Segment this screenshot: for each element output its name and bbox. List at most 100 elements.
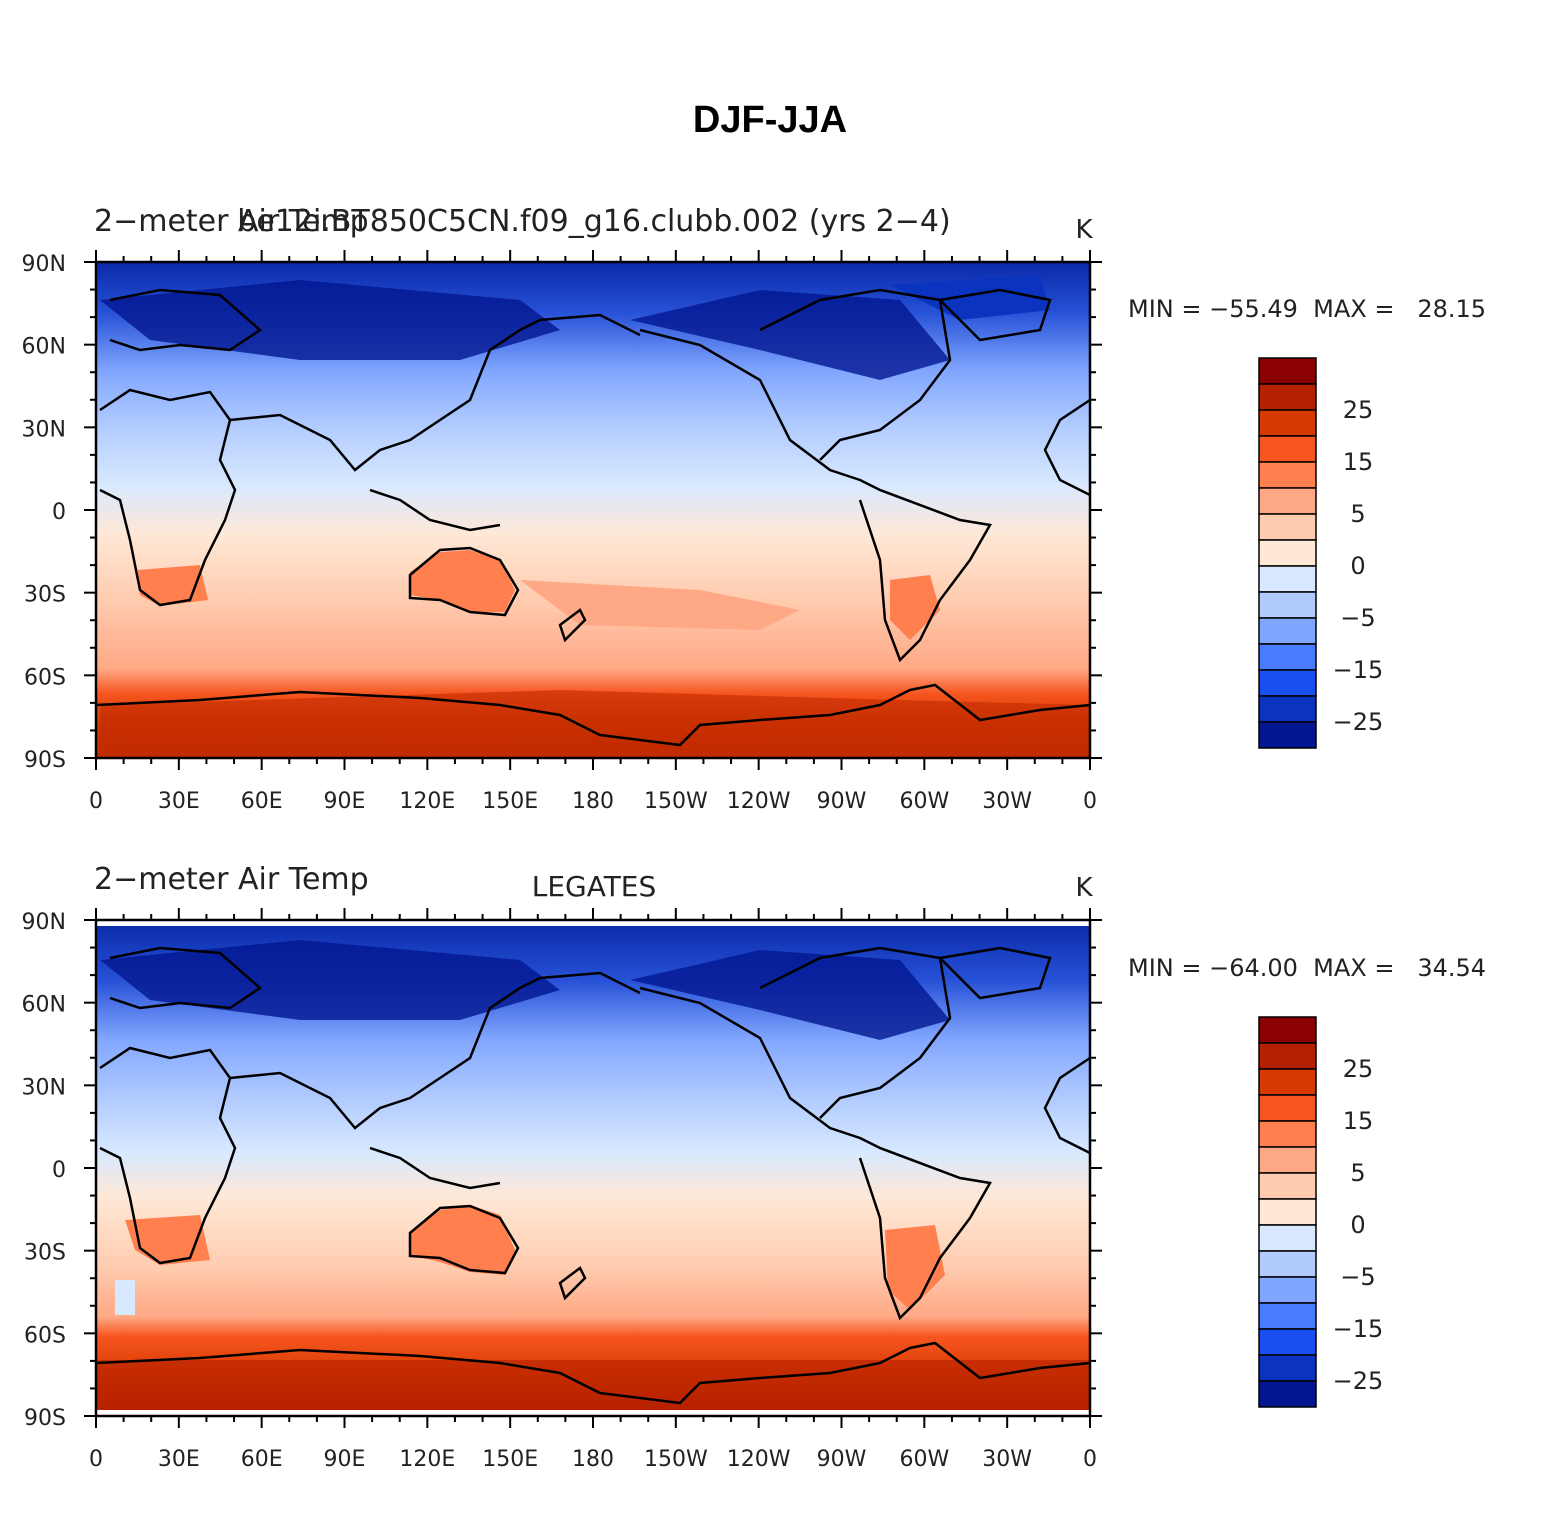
eurasia-cold <box>100 940 560 1020</box>
colorbar-label: 15 <box>1343 448 1374 476</box>
colorbar-box <box>1258 1250 1317 1278</box>
panel-units: K <box>1075 873 1093 903</box>
colorbar-box <box>1258 565 1317 593</box>
lat-tick-label: 90N <box>22 252 66 277</box>
lon-tick-label: 60W <box>899 1447 949 1472</box>
colorbar-box <box>1258 383 1317 411</box>
lon-tick-label: 150W <box>644 1447 708 1472</box>
colorbar-box <box>1258 1354 1317 1382</box>
colorbar-box <box>1258 435 1317 463</box>
colorbar-box <box>1258 1068 1317 1096</box>
lon-tick-label: 150E <box>482 789 538 814</box>
lon-tick-label: 0 <box>89 789 103 814</box>
colorbar-box <box>1258 1276 1317 1304</box>
axis-ticks <box>84 250 1102 770</box>
lat-tick-label: 60S <box>24 665 66 690</box>
lat-tick-label: 0 <box>52 500 66 525</box>
lat-tick-label: 30N <box>22 1075 66 1100</box>
lon-tick-label: 0 <box>1083 789 1097 814</box>
minmax-stats: MIN = −55.49 MAX = 28.15 <box>1128 295 1486 323</box>
colorbar-box <box>1258 487 1317 515</box>
lat-tick-labels: 90N 60N 30N 0 30S 60S 90S <box>22 252 66 773</box>
eurasia-cold <box>100 280 560 360</box>
colorbar-box <box>1258 539 1317 567</box>
south-america-warm <box>890 575 940 640</box>
coastlines <box>95 288 1091 747</box>
colorbar-box <box>1258 1328 1317 1356</box>
lon-tick-labels: 0 30E 60E 90E 120E 150E 180 150W 120W 90W 60W 30W 0 <box>89 1447 1097 1472</box>
antarctica-hot <box>96 1360 1090 1410</box>
colorbar-box <box>1258 695 1317 723</box>
cold-patch <box>115 1280 135 1315</box>
lon-tick-label: 30W <box>982 789 1032 814</box>
lon-tick-label: 30E <box>158 789 200 814</box>
lon-tick-label: 120E <box>399 1447 455 1472</box>
lon-tick-label: 120W <box>727 1447 791 1472</box>
colorbar-box <box>1258 617 1317 645</box>
namerica-cold <box>630 290 950 380</box>
lat-tick-label: 90S <box>24 1406 66 1431</box>
colorbar-label: −15 <box>1333 1315 1384 1343</box>
coastlines <box>95 946 1091 1405</box>
panel-left-label: 2−meter Air Temp <box>94 862 369 897</box>
colorbar-box <box>1258 357 1317 385</box>
colorbar-box <box>1258 1302 1317 1330</box>
panel-left-label: 2−meter Air Temp <box>94 204 369 239</box>
colorbar-label: 15 <box>1343 1107 1374 1135</box>
colorbar: 25 15 5 0 −5 −15 −25 <box>1258 1016 1384 1408</box>
colorbar-box <box>1258 461 1317 489</box>
lat-tick-label: 30N <box>22 417 66 442</box>
figure-title: DJF-JJA <box>693 99 847 141</box>
minmax-stats: MIN = −64.00 MAX = 34.54 <box>1128 954 1486 982</box>
lon-tick-label: 60W <box>899 789 949 814</box>
colorbar-box <box>1258 409 1317 437</box>
lon-tick-label: 30E <box>158 1447 200 1472</box>
colorbar-label: −25 <box>1333 708 1384 736</box>
lon-tick-label: 90W <box>817 789 867 814</box>
panel-units: K <box>1075 215 1093 245</box>
lat-tick-label: 0 <box>52 1158 66 1183</box>
lat-tick-labels: 90N 60N 30N 0 30S 60S 90S <box>22 910 66 1431</box>
colorbar-box <box>1258 669 1317 697</box>
colorbar-box <box>1258 1172 1317 1200</box>
panel-observed: 2−meter Air Temp LEGATES K <box>22 862 1487 1472</box>
lon-tick-label: 60E <box>241 1447 283 1472</box>
panel-model: 2−meter Air Temp be12i.BT850C5CN.f09_g16… <box>22 204 1487 814</box>
lat-tick-label: 60S <box>24 1323 66 1348</box>
colorbar-label: −25 <box>1333 1367 1384 1395</box>
colorbar-box <box>1258 1198 1317 1226</box>
colorbar-box <box>1258 591 1317 619</box>
colorbar-box <box>1258 643 1317 671</box>
lat-tick-label: 90N <box>22 910 66 935</box>
lat-tick-label: 60N <box>22 335 66 360</box>
greenland-cold <box>890 275 1050 320</box>
lon-tick-label: 90W <box>817 1447 867 1472</box>
colorbar-label: −15 <box>1333 656 1384 684</box>
lon-tick-label: 150E <box>482 1447 538 1472</box>
panel-center-label: LEGATES <box>532 870 657 903</box>
lon-tick-label: 150W <box>644 789 708 814</box>
lon-tick-labels: 0 30E 60E 90E 120E 150E 180 150W 120W 90W 60W 30W 0 <box>89 789 1097 814</box>
south-pacific-warm <box>520 580 800 630</box>
lon-tick-label: 180 <box>572 789 614 814</box>
lon-tick-label: 0 <box>89 1447 103 1472</box>
colorbar-box <box>1258 513 1317 541</box>
colorbar-box <box>1258 1094 1317 1122</box>
lon-tick-label: 120W <box>727 789 791 814</box>
colorbar-label: 25 <box>1343 396 1374 424</box>
lon-tick-label: 60E <box>241 789 283 814</box>
colorbar-label: 0 <box>1350 1211 1365 1239</box>
map-field <box>95 920 1091 1416</box>
lat-tick-label: 90S <box>24 748 66 773</box>
lon-tick-label: 30W <box>982 1447 1032 1472</box>
colorbar-box <box>1258 1380 1317 1408</box>
axis-ticks <box>84 908 1102 1428</box>
australia-warm <box>410 550 515 612</box>
lon-tick-label: 180 <box>572 1447 614 1472</box>
lat-tick-label: 60N <box>22 993 66 1018</box>
lat-tick-label: 30S <box>24 1241 66 1266</box>
colorbar-label: 5 <box>1350 500 1365 528</box>
namerica-cold <box>630 950 950 1040</box>
colorbar-box <box>1258 1224 1317 1252</box>
